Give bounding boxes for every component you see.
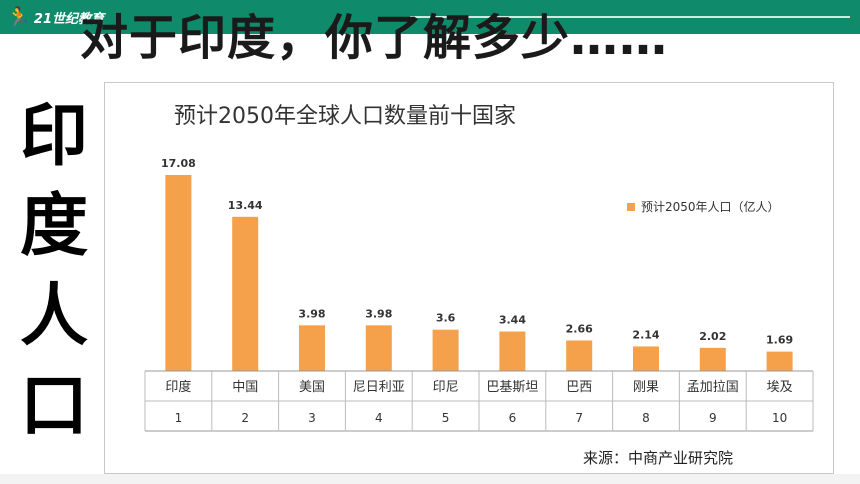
legend-swatch [627, 203, 635, 211]
bar [699, 347, 726, 371]
logo-text: 21世纪教育 [33, 11, 104, 27]
side-title-char: 口 [19, 367, 88, 446]
x-tick-index: 10 [772, 411, 787, 425]
data-label: 3.6 [436, 312, 456, 325]
data-label: 13.44 [228, 199, 263, 212]
bar [566, 340, 593, 371]
data-label: 1.69 [766, 334, 793, 347]
data-label: 2.14 [632, 328, 659, 341]
x-tick-label: 埃及 [767, 380, 793, 395]
side-title-char: 人 [19, 277, 88, 356]
data-label: 2.02 [699, 330, 726, 343]
x-tick-label: 中国 [232, 380, 258, 395]
bottom-band [0, 474, 860, 484]
x-tick-index: 5 [442, 411, 450, 425]
bar [766, 351, 793, 371]
bar [299, 325, 325, 371]
chart-title: 预计2050年全球人口数量前十国家 [174, 104, 516, 129]
side-title: 印 度 人 口 [12, 92, 96, 452]
data-label: 3.98 [298, 307, 325, 320]
x-tick-label: 印尼 [433, 380, 459, 395]
x-tick-label: 美国 [299, 380, 325, 395]
x-tick-label: 孟加拉国 [687, 380, 739, 395]
x-tick-index: 6 [509, 411, 517, 425]
x-tick-index: 9 [709, 411, 717, 425]
side-title-char: 度 [19, 187, 88, 266]
x-tick-label: 刚果 [633, 380, 659, 395]
side-title-char: 印 [19, 97, 88, 176]
data-label: 17.08 [161, 157, 196, 170]
runner-icon: 🏃 [6, 5, 31, 29]
x-tick-label: 印度 [165, 379, 191, 395]
header-divider [410, 16, 850, 18]
x-tick-index: 2 [241, 411, 249, 425]
chart-frame: 预计2050年全球人口数量前十国家 17.08 13.44 3.98 3.98 3.6 3.… [104, 82, 834, 474]
bar [499, 331, 526, 371]
x-tick-index: 8 [642, 411, 650, 425]
logo: 🏃 21世纪教育 [6, 4, 104, 30]
bar [432, 329, 459, 371]
x-tick-label: 尼日利亚 [353, 380, 405, 395]
x-tick-index: 1 [175, 411, 183, 425]
data-label: 2.66 [566, 322, 593, 335]
data-label: 3.44 [499, 314, 526, 327]
legend-label: 预计2050年人口（亿人） [641, 199, 780, 214]
bar [633, 346, 659, 371]
bar [165, 175, 192, 371]
bar [365, 325, 392, 371]
x-tick-index: 3 [308, 411, 316, 425]
population-bar-chart: 预计2050年全球人口数量前十国家 17.08 13.44 3.98 3.98 3.6 3.… [144, 104, 814, 467]
slide-title: 对于印度，你了解多少…… [80, 10, 669, 66]
data-label: 3.98 [365, 307, 392, 320]
bar [232, 216, 259, 371]
x-tick-index: 7 [575, 411, 583, 425]
x-tick-label: 巴西 [566, 380, 592, 395]
x-tick-index: 4 [375, 411, 383, 425]
x-tick-label: 巴基斯坦 [486, 380, 538, 395]
source-note: 来源：中商产业研究院 [583, 449, 733, 467]
